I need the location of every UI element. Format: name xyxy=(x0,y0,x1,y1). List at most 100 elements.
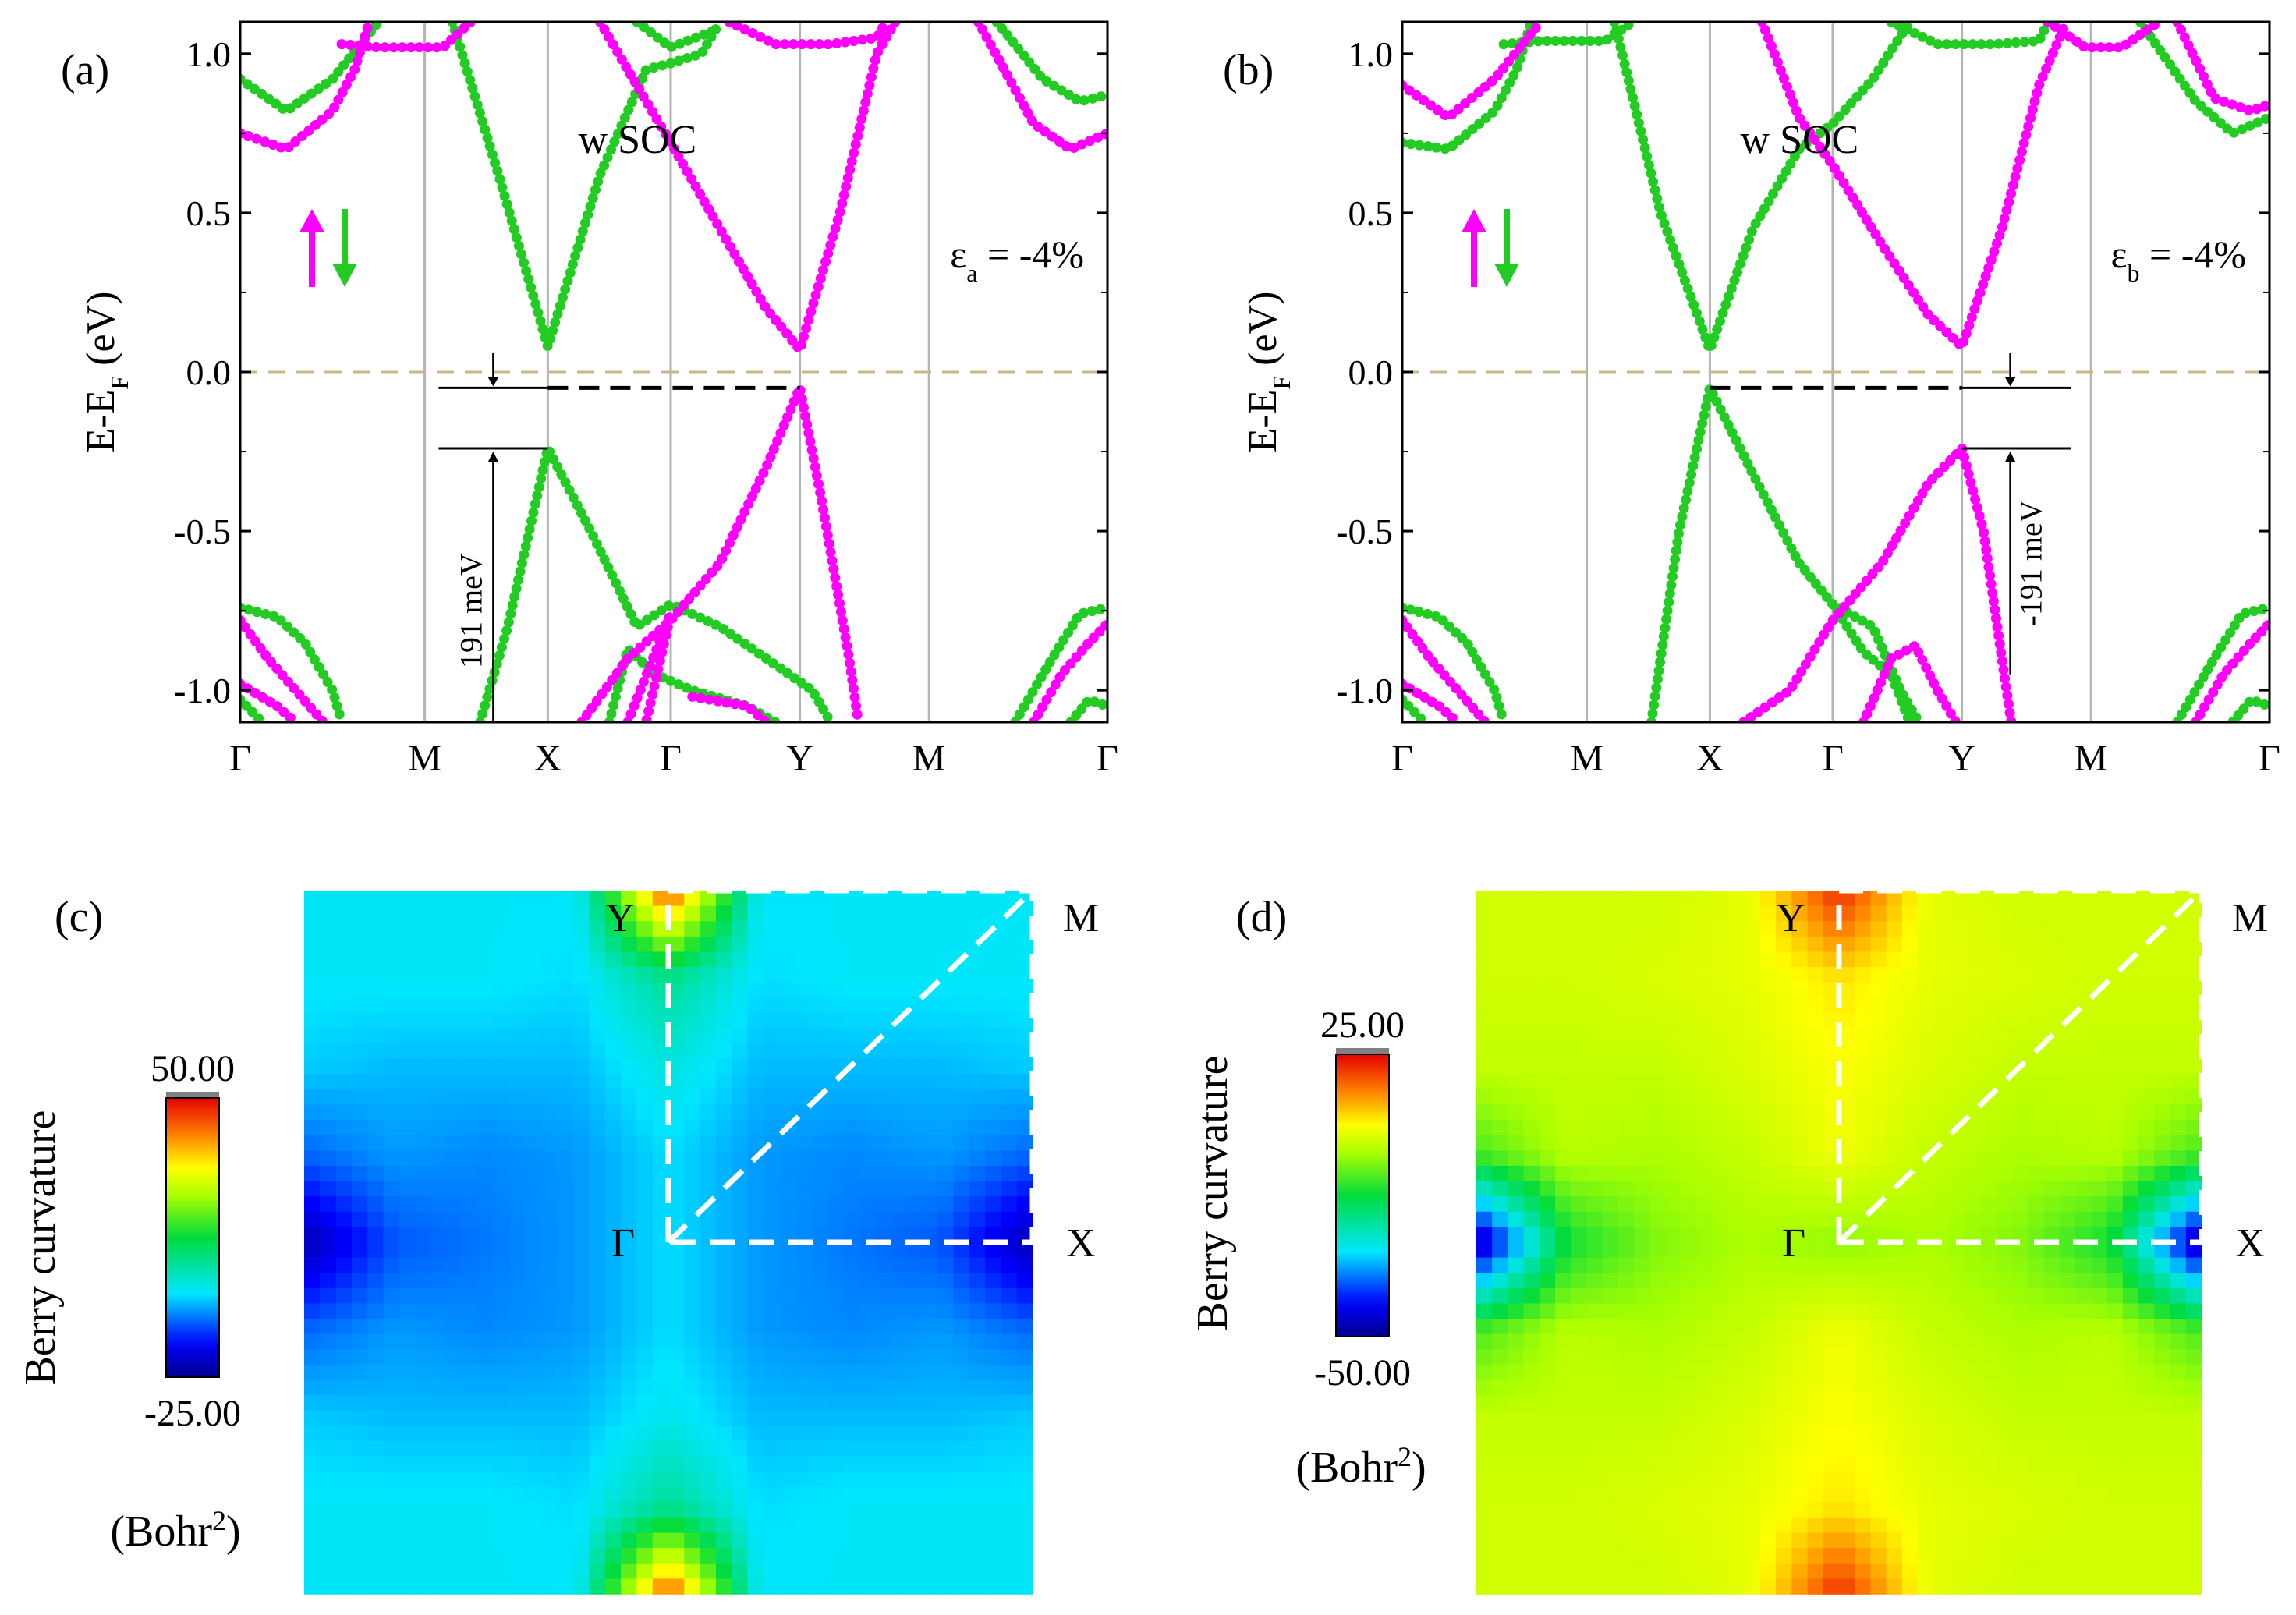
heatmap-cell xyxy=(2106,1120,2124,1136)
heatmap-cell xyxy=(1791,1287,1809,1305)
heatmap-cell xyxy=(478,1440,495,1457)
heatmap-cell xyxy=(541,1273,558,1289)
heatmap-cell xyxy=(858,1349,875,1365)
heatmap-cell xyxy=(462,1058,480,1075)
heatmap-cell xyxy=(1870,1181,1887,1197)
heatmap-cell xyxy=(2106,1058,2124,1075)
heatmap-cell xyxy=(921,951,938,968)
heatmap-cell xyxy=(1634,1349,1651,1365)
heatmap-cell xyxy=(1839,1364,1856,1381)
heatmap-cell xyxy=(827,1273,844,1289)
heatmap-cell xyxy=(1571,1089,1588,1106)
heatmap-cell xyxy=(2060,997,2077,1014)
heatmap-cell xyxy=(1759,905,1777,923)
heatmap-cell xyxy=(1759,1104,1777,1121)
heatmap-cell xyxy=(1492,1089,1509,1106)
heatmap-cell xyxy=(2091,1486,2108,1503)
heatmap-cell xyxy=(1016,1104,1033,1121)
heatmap-cell xyxy=(446,1043,463,1060)
colorbar-max-label: 25.00 xyxy=(1320,1004,1405,1046)
heatmap-cell xyxy=(858,1104,875,1121)
heatmap-cell xyxy=(1602,1120,1619,1136)
heatmap-cell xyxy=(1649,1426,1667,1442)
heatmap-cell xyxy=(2075,1472,2092,1488)
heatmap-cell xyxy=(1476,1058,1493,1075)
heatmap-cell xyxy=(779,1165,796,1182)
gamma-label: Γ xyxy=(1782,1221,1805,1266)
heatmap-cell xyxy=(795,1181,812,1197)
heatmap-cell xyxy=(1855,1012,1872,1029)
heatmap-cell xyxy=(573,1043,590,1060)
heatmap-cell xyxy=(1697,1135,1714,1152)
heatmap-cell xyxy=(969,1578,986,1595)
heatmap-cell xyxy=(1492,1379,1509,1396)
heatmap-cell xyxy=(1681,921,1698,937)
heatmap-cell xyxy=(1980,1165,1997,1182)
heatmap-cell xyxy=(304,951,321,968)
heatmap-cell xyxy=(969,1058,986,1075)
y-axis-label: E-EF (eV) xyxy=(1241,292,1295,453)
heatmap-cell xyxy=(1839,1532,1856,1549)
heatmap-cell xyxy=(351,1456,369,1472)
heatmap-cell xyxy=(509,1517,527,1534)
heatmap-cell xyxy=(335,1089,353,1106)
heatmap-cell xyxy=(1807,905,1824,923)
heatmap-cell xyxy=(1001,1104,1018,1121)
heatmap-cell xyxy=(1634,1548,1651,1564)
heatmap-cell xyxy=(890,1028,907,1044)
heatmap-cell xyxy=(1918,1349,1935,1365)
heatmap-cell xyxy=(2170,1181,2187,1197)
heatmap-cell xyxy=(1728,1211,1745,1228)
band-line xyxy=(1402,22,1537,154)
heatmap-cell xyxy=(1539,1502,1556,1518)
heatmap-cell xyxy=(1759,1456,1777,1472)
heatmap-cell xyxy=(2043,1181,2060,1197)
heatmap-cell xyxy=(652,1379,669,1396)
heatmap-cell xyxy=(668,1410,686,1427)
heatmap-cell xyxy=(2138,1074,2156,1090)
heatmap-cell xyxy=(1980,1150,1997,1167)
heatmap-cell xyxy=(1791,1074,1809,1090)
heatmap-cell xyxy=(509,1578,527,1595)
heatmap-cell xyxy=(1776,982,1793,999)
heatmap-cell xyxy=(652,1287,669,1305)
y-axis-label-sub: F xyxy=(105,376,133,390)
heatmap-cell xyxy=(1508,1395,1525,1411)
heatmap-cell xyxy=(415,1548,432,1564)
heatmap-cell xyxy=(969,921,986,937)
heatmap-cell xyxy=(715,1410,733,1427)
heatmap-cell xyxy=(636,1211,654,1228)
heatmap-cell xyxy=(1918,1548,1935,1564)
heatmap-cell xyxy=(1759,1074,1777,1090)
heatmap-cell xyxy=(779,891,796,907)
heatmap-cell xyxy=(430,1395,448,1411)
heatmap-cell xyxy=(873,1532,891,1549)
heatmap-cell xyxy=(827,1548,844,1564)
heatmap-cell xyxy=(478,1548,495,1564)
heatmap-cell xyxy=(2043,967,2060,983)
heatmap-cell xyxy=(779,1012,796,1029)
heatmap-cell xyxy=(621,891,638,907)
heatmap-cell xyxy=(873,1456,891,1472)
heatmap-cell xyxy=(1001,1257,1018,1274)
heatmap-cell xyxy=(320,1242,337,1259)
heatmap-cell xyxy=(1776,1532,1793,1549)
heatmap-cell xyxy=(810,1486,827,1503)
heatmap-cell xyxy=(304,1502,321,1518)
heatmap-cell xyxy=(1839,1440,1856,1457)
heatmap-cell xyxy=(367,1043,384,1060)
heatmap-cell xyxy=(1617,921,1635,937)
heatmap-cell xyxy=(1634,1028,1651,1044)
heatmap-cell xyxy=(779,1135,796,1152)
heatmap-cell xyxy=(636,1227,654,1243)
heatmap-cell xyxy=(985,1486,1002,1503)
heatmap-cell xyxy=(557,1012,574,1029)
heatmap-cell xyxy=(1649,982,1667,999)
heatmap-cell xyxy=(1539,905,1556,923)
heatmap-cell xyxy=(446,967,463,983)
heatmap-cell xyxy=(1634,1165,1651,1182)
heatmap-cell xyxy=(1855,1563,1872,1580)
heatmap-cell xyxy=(430,1150,448,1167)
colorbar xyxy=(165,1097,220,1378)
colorbar-max-label: 50.00 xyxy=(151,1048,235,1089)
